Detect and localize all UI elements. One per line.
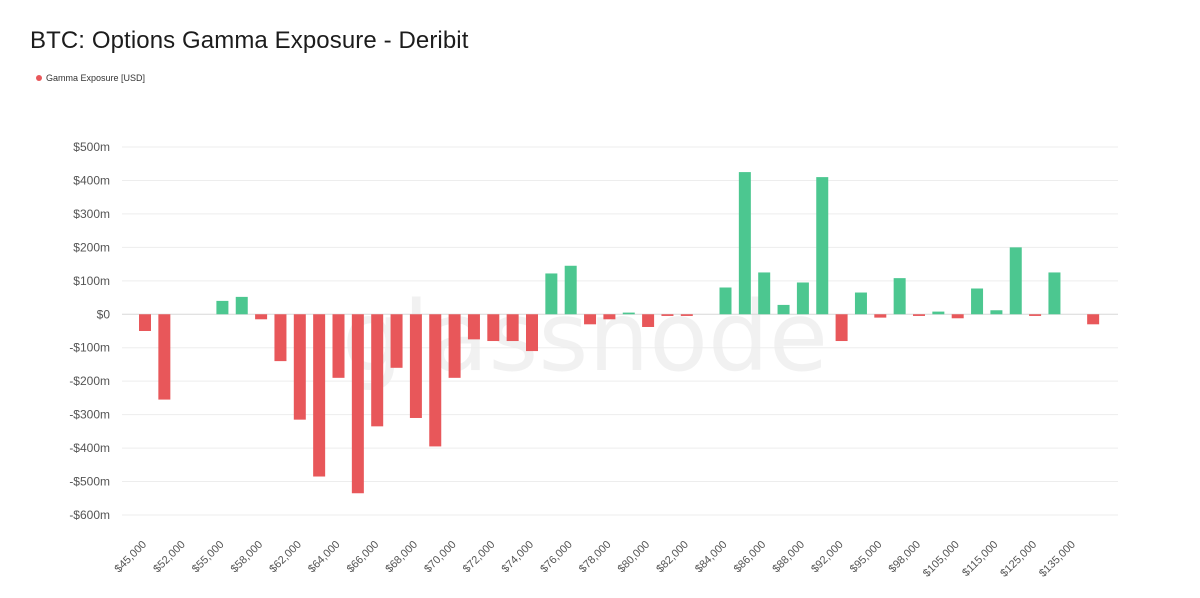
y-axis-ticks: $500m $400m $300m $200m $100m $0 -$100m -$200m -… <box>69 140 110 522</box>
bar[interactable] <box>777 304 790 315</box>
y-tick-label: $100m <box>73 274 110 288</box>
x-tick-label: $74,000 <box>500 539 537 576</box>
bar[interactable] <box>661 314 674 316</box>
bar[interactable] <box>1048 272 1061 315</box>
x-tick-label: $45,000 <box>113 539 150 576</box>
bar[interactable] <box>139 314 151 331</box>
legend[interactable]: Gamma Exposure [USD] <box>36 73 145 83</box>
bar[interactable] <box>526 314 538 352</box>
bar[interactable] <box>255 314 268 320</box>
bar[interactable] <box>835 314 848 342</box>
bar[interactable] <box>622 312 635 315</box>
bar[interactable] <box>1009 247 1022 315</box>
bar[interactable] <box>429 314 442 447</box>
bar[interactable] <box>971 288 984 315</box>
y-tick-label: $400m <box>73 173 110 187</box>
x-tick-label: $92,000 <box>809 539 846 576</box>
bar[interactable] <box>584 314 597 325</box>
x-tick-label: $84,000 <box>693 539 730 576</box>
chart-title: BTC: Options Gamma Exposure - Deribit <box>30 27 469 54</box>
bar[interactable] <box>680 314 693 316</box>
bar[interactable] <box>816 177 829 315</box>
bar[interactable] <box>274 314 287 362</box>
x-tick-label: $76,000 <box>538 539 575 576</box>
x-tick-label: $72,000 <box>461 539 498 576</box>
bar[interactable] <box>913 314 925 316</box>
x-tick-label: $58,000 <box>229 539 266 576</box>
bar[interactable] <box>487 314 500 342</box>
bar[interactable] <box>758 272 771 315</box>
y-tick-label: -$400m <box>69 441 110 455</box>
bar[interactable] <box>603 314 616 320</box>
bar[interactable] <box>216 300 229 315</box>
bar[interactable] <box>642 314 655 327</box>
bar[interactable] <box>990 310 1003 315</box>
x-tick-label: $98,000 <box>887 539 924 576</box>
x-tick-label: $88,000 <box>770 539 807 576</box>
x-tick-label: $62,000 <box>267 539 304 576</box>
bar[interactable] <box>158 314 171 400</box>
bar[interactable] <box>390 314 403 368</box>
bar[interactable] <box>545 273 558 315</box>
x-tick-label: $70,000 <box>422 539 459 576</box>
bar[interactable] <box>235 296 248 315</box>
bar[interactable] <box>409 314 422 418</box>
x-tick-label: $55,000 <box>190 539 227 576</box>
bars <box>139 172 1100 494</box>
x-tick-label: $115,000 <box>960 539 1000 579</box>
x-tick-label: $52,000 <box>151 539 188 576</box>
x-tick-label: $64,000 <box>306 539 343 576</box>
bar[interactable] <box>371 314 384 427</box>
x-tick-label: $95,000 <box>848 539 885 576</box>
y-tick-label: -$200m <box>69 374 110 388</box>
x-tick-label: $80,000 <box>616 539 653 576</box>
bar[interactable] <box>332 314 345 378</box>
y-tick-label: $0 <box>97 307 111 321</box>
bar[interactable] <box>854 292 867 315</box>
legend-dot-icon <box>36 75 42 81</box>
bar[interactable] <box>874 314 887 318</box>
x-tick-label: $78,000 <box>577 539 614 576</box>
bar[interactable] <box>351 314 364 494</box>
bar[interactable] <box>738 172 751 315</box>
x-tick-label: $68,000 <box>383 539 420 576</box>
y-tick-label: -$300m <box>69 408 110 422</box>
bar[interactable] <box>1087 314 1100 325</box>
y-tick-label: -$500m <box>69 475 110 489</box>
y-tick-label: $200m <box>73 240 110 254</box>
y-tick-label: -$600m <box>69 508 110 522</box>
bar[interactable] <box>951 314 964 319</box>
bar[interactable] <box>719 287 732 315</box>
y-tick-label: -$100m <box>69 341 110 355</box>
y-tick-label: $500m <box>73 140 110 154</box>
bar[interactable] <box>506 314 519 342</box>
bar[interactable] <box>313 314 326 477</box>
bar[interactable] <box>796 282 809 315</box>
x-tick-label: $105,000 <box>921 539 962 580</box>
x-tick-label: $135,000 <box>1037 539 1078 580</box>
bar[interactable] <box>932 311 945 315</box>
bar[interactable] <box>1029 314 1042 316</box>
bar[interactable] <box>564 265 577 315</box>
x-tick-label: $86,000 <box>732 539 769 576</box>
bar[interactable] <box>293 314 306 420</box>
x-axis-ticks: $45,000 $52,000 $55,000 $58,000 $62,000 $64,0… <box>113 539 1078 580</box>
x-tick-label: $66,000 <box>345 539 382 576</box>
bar[interactable] <box>467 314 480 340</box>
y-tick-label: $300m <box>73 207 110 221</box>
x-tick-label: $125,000 <box>998 539 1039 580</box>
bar[interactable] <box>893 278 906 315</box>
x-tick-label: $82,000 <box>654 539 691 576</box>
bar[interactable] <box>448 314 461 378</box>
legend-label: Gamma Exposure [USD] <box>46 73 146 83</box>
